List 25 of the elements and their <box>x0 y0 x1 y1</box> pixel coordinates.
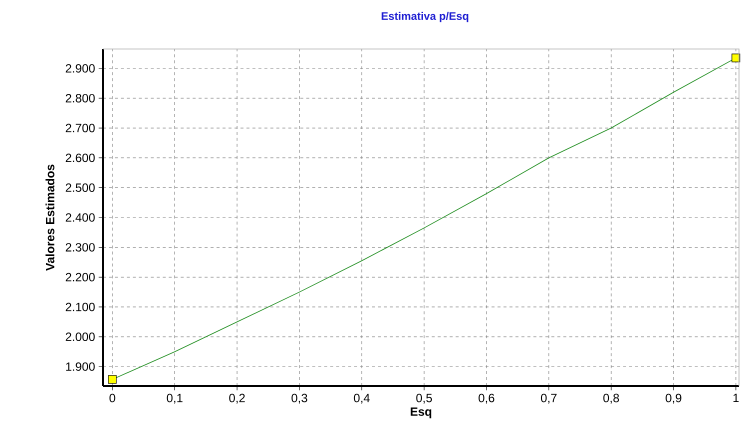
y-tick-label: 2.400 <box>66 213 95 222</box>
y-tick-label: 1.900 <box>66 362 95 371</box>
x-tick-label: 0,5 <box>416 394 432 404</box>
x-tick-label: 0 <box>109 394 116 402</box>
y-tick-label: 2.700 <box>66 124 95 132</box>
x-axis-title: Esq <box>410 408 432 418</box>
y-axis-title: Valores Estimados <box>46 164 54 271</box>
y-tick-label: 2.900 <box>66 64 95 73</box>
x-tick-label: 1 <box>733 394 739 402</box>
y-tick-label: 2.200 <box>66 272 95 282</box>
x-tick-label: 0,9 <box>666 394 682 404</box>
y-tick-label: 2.100 <box>66 302 95 312</box>
x-tick-label: 0,1 <box>166 394 182 404</box>
x-tick-label: 0,6 <box>478 394 494 404</box>
x-tick-label: 0,8 <box>603 394 620 404</box>
y-tick-label: 2.000 <box>66 332 95 342</box>
x-tick-label: 0,3 <box>292 394 308 404</box>
y-tick-label: 2.600 <box>66 154 95 162</box>
y-tick-label: 2.800 <box>66 94 95 102</box>
x-tick-label: 0,2 <box>229 394 245 404</box>
x-tick-label: 0,7 <box>540 394 557 404</box>
y-tick-label: 2.500 <box>66 183 95 192</box>
chart-title: Estimativa p/Esq <box>382 12 468 22</box>
y-tick-label: 2.300 <box>66 243 95 252</box>
x-tick-label: 0,4 <box>354 394 370 404</box>
